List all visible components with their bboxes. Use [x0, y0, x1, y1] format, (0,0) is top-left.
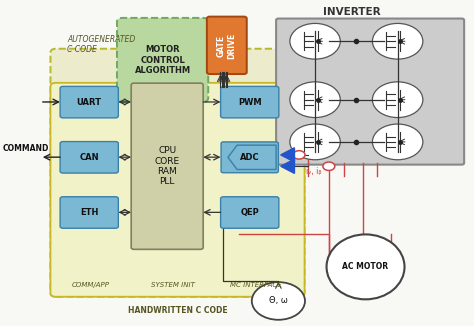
Text: AC MOTOR: AC MOTOR: [343, 262, 389, 271]
Text: iᵥ, iᵦ: iᵥ, iᵦ: [306, 167, 321, 176]
Text: COMMAND: COMMAND: [3, 144, 49, 153]
Ellipse shape: [327, 234, 404, 299]
Circle shape: [290, 23, 340, 59]
Polygon shape: [281, 148, 294, 162]
Polygon shape: [228, 145, 276, 170]
Circle shape: [373, 82, 423, 118]
FancyBboxPatch shape: [50, 83, 304, 297]
FancyBboxPatch shape: [60, 197, 118, 228]
Text: HANDWRITTEN C CODE: HANDWRITTEN C CODE: [128, 306, 228, 315]
Text: PWM: PWM: [238, 97, 262, 107]
Circle shape: [252, 282, 305, 320]
FancyBboxPatch shape: [50, 49, 304, 297]
Text: AUTOGENERATED
C CODE: AUTOGENERATED C CODE: [67, 35, 136, 54]
FancyBboxPatch shape: [207, 17, 247, 74]
FancyBboxPatch shape: [220, 197, 279, 228]
FancyBboxPatch shape: [117, 18, 208, 102]
FancyBboxPatch shape: [60, 86, 118, 118]
FancyBboxPatch shape: [131, 83, 203, 249]
Text: COMM/APP: COMM/APP: [72, 282, 109, 288]
Circle shape: [323, 162, 335, 170]
Circle shape: [373, 124, 423, 160]
Text: SYSTEM INIT: SYSTEM INIT: [151, 282, 195, 288]
Text: UART: UART: [77, 97, 102, 107]
Circle shape: [290, 124, 340, 160]
FancyBboxPatch shape: [276, 19, 464, 165]
Circle shape: [373, 23, 423, 59]
FancyBboxPatch shape: [60, 141, 118, 173]
Text: INVERTER: INVERTER: [323, 7, 381, 17]
Circle shape: [293, 151, 305, 159]
FancyBboxPatch shape: [220, 86, 279, 118]
Text: Θ, ω: Θ, ω: [269, 296, 288, 305]
Polygon shape: [281, 159, 294, 173]
Text: MOTOR
CONTROL
ALGORITHM: MOTOR CONTROL ALGORITHM: [135, 45, 191, 75]
Text: ETH: ETH: [80, 208, 99, 217]
FancyBboxPatch shape: [221, 142, 278, 173]
Text: CPU
CORE
RAM
PLL: CPU CORE RAM PLL: [155, 146, 180, 186]
Text: ADC: ADC: [240, 153, 260, 162]
Text: CAN: CAN: [80, 153, 99, 162]
Text: GATE
DRIVE: GATE DRIVE: [217, 32, 237, 59]
Text: QEP: QEP: [240, 208, 259, 217]
Circle shape: [290, 82, 340, 118]
Text: MC INTERFACE: MC INTERFACE: [230, 282, 281, 288]
